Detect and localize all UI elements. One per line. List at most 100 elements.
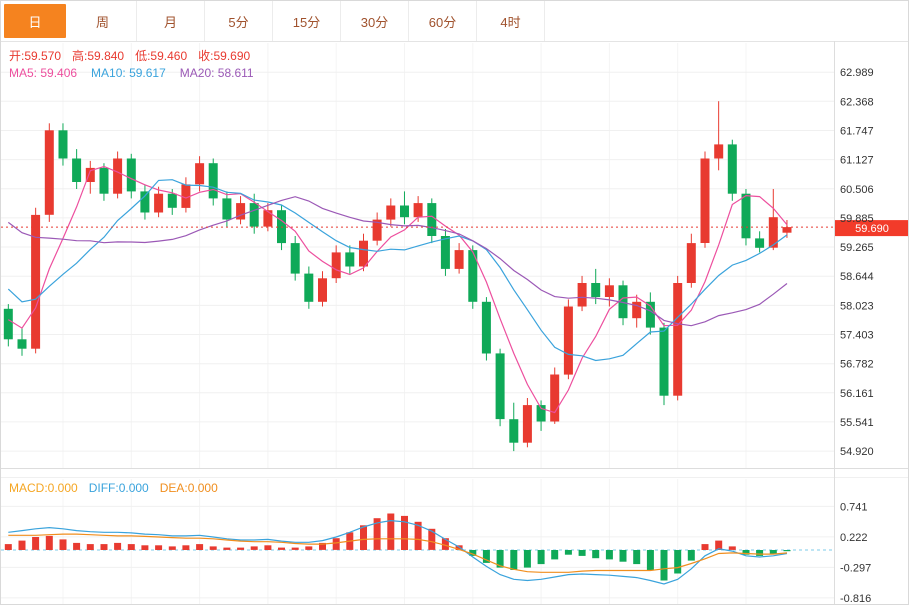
tab-5min[interactable]: 5分	[205, 1, 273, 41]
candle-body	[154, 193, 164, 213]
period-toolbar: 日周月 5分 15分 30分 60分 4时	[1, 1, 908, 42]
candle-body	[263, 210, 273, 227]
candle-body	[3, 308, 13, 340]
candle-body	[700, 158, 710, 243]
macd-bar	[291, 547, 299, 550]
ma20-line	[7, 196, 788, 327]
macd-bar	[482, 550, 490, 563]
macd-bar	[45, 535, 53, 550]
candle-body	[714, 144, 724, 159]
candle-body	[345, 252, 355, 267]
macd-bar	[319, 542, 326, 550]
candle-body	[44, 130, 54, 215]
tab-60min[interactable]: 60分	[409, 1, 477, 41]
tab-15min[interactable]: 15分	[273, 1, 341, 41]
svg-text:54.920: 54.920	[840, 446, 874, 458]
svg-text:58.644: 58.644	[840, 271, 874, 283]
macd-bar	[182, 545, 190, 550]
dea-value: DEA:0.000	[159, 481, 218, 495]
svg-text:0.222: 0.222	[840, 532, 868, 544]
ma10-value: MA10: 59.617	[91, 66, 166, 80]
macd-bar	[100, 544, 108, 550]
candle-body	[99, 167, 109, 194]
candle-body	[550, 374, 560, 422]
grid	[1, 43, 834, 604]
macd-histogram	[4, 513, 791, 581]
candle-body	[85, 167, 95, 182]
candle-body	[755, 238, 765, 248]
candle-body	[563, 306, 573, 375]
macd-bar	[278, 547, 285, 550]
macd-bar	[223, 547, 231, 550]
candle-body	[427, 203, 437, 236]
candle-body	[768, 217, 778, 248]
candle-body	[782, 227, 792, 233]
candle-body	[577, 283, 587, 307]
macd-bar	[441, 538, 449, 550]
candle-body	[440, 236, 450, 269]
macd-bar	[537, 550, 545, 565]
ohlc-low: 低:59.460	[135, 49, 188, 63]
macd-bar	[564, 550, 572, 555]
macd-bar	[73, 542, 81, 550]
tab-day[interactable]: 日	[4, 4, 66, 38]
tab-30min[interactable]: 30分	[341, 1, 409, 41]
macd-bar	[469, 550, 477, 556]
macd-bar	[428, 528, 436, 550]
svg-text:62.368: 62.368	[840, 96, 874, 108]
candle-body	[632, 301, 642, 319]
macd-bar	[633, 550, 641, 565]
candle-body	[522, 405, 532, 443]
svg-text:-0.297: -0.297	[840, 562, 871, 574]
candle-body	[741, 193, 751, 239]
macd-bar	[141, 545, 149, 550]
svg-text:0.741: 0.741	[840, 501, 868, 513]
macd-bar	[4, 544, 12, 550]
ohlc-open: 开:59.570	[9, 49, 62, 63]
macd-readout: MACD:0.000 DIFF:0.000 DEA:0.000	[9, 481, 229, 495]
svg-text:59.885: 59.885	[840, 213, 874, 225]
ma5-line	[7, 165, 788, 414]
macd-bar	[155, 545, 163, 550]
macd-bar	[646, 550, 654, 570]
svg-text:56.161: 56.161	[840, 388, 874, 400]
svg-text:59.265: 59.265	[840, 242, 874, 254]
candlestick-chart[interactable]: 59.690 62.989 62.368 61.747 61.127 60.506 59.8…	[1, 41, 909, 605]
macd-bar	[237, 547, 245, 550]
macd-bar	[414, 521, 422, 550]
candle-body	[536, 405, 546, 422]
macd-bar	[674, 550, 682, 574]
macd-bar	[523, 550, 531, 568]
ma-readout: MA5: 59.406 MA10: 59.617 MA20: 58.611	[9, 66, 265, 80]
macd-bar	[196, 544, 204, 550]
candle-body	[509, 419, 519, 443]
panel-borders	[1, 41, 908, 604]
macd-bar	[660, 550, 668, 581]
macd-bar	[756, 550, 764, 556]
macd-bar	[769, 550, 777, 554]
candle-body	[604, 285, 614, 297]
candle-body	[645, 301, 655, 328]
ma20-value: MA20: 58.611	[179, 66, 254, 80]
macd-bar	[783, 550, 791, 552]
candle-body	[236, 203, 246, 220]
macd-bar	[701, 544, 709, 550]
macd-bar	[209, 546, 217, 550]
macd-bar	[510, 550, 518, 570]
macd-bar	[551, 550, 559, 560]
macd-bar	[687, 550, 695, 561]
macd-bar	[619, 550, 627, 562]
macd-bar	[715, 540, 723, 550]
tab-4hour[interactable]: 4时	[477, 1, 545, 41]
candle-body	[413, 203, 423, 218]
tab-month[interactable]: 月	[137, 1, 205, 41]
svg-text:61.127: 61.127	[840, 155, 874, 167]
candle-body	[468, 250, 478, 302]
tab-week[interactable]: 周	[69, 1, 137, 41]
ohlc-readout: 开:59.570 高:59.840 低:59.460 收:59.690	[9, 47, 261, 64]
svg-text:61.747: 61.747	[840, 126, 874, 138]
svg-text:-0.816: -0.816	[840, 593, 871, 605]
candle-body	[31, 214, 41, 349]
macd-bar	[360, 525, 367, 550]
